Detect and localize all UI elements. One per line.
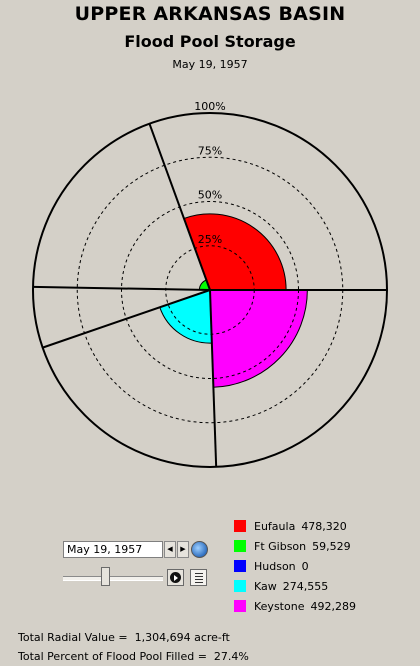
chart-date: May 19, 1957 <box>172 58 248 71</box>
legend-item-ft-gibson: Ft Gibson 59,529 <box>234 536 356 556</box>
legend-label: Keystone <box>254 599 305 613</box>
sector-divider <box>33 285 211 291</box>
ring-label-100-percent: 100% <box>194 100 225 113</box>
legend-label: Eufaula <box>254 519 296 533</box>
sector-divider <box>148 123 211 291</box>
legend-swatch <box>234 600 246 612</box>
legend: Eufaula 478,320 Ft Gibson 59,529 Hudson 0 Kaw 2… <box>234 516 356 616</box>
date-field[interactable]: May 19, 1957 <box>63 541 163 558</box>
ring-label-25-percent: 25% <box>198 233 222 246</box>
legend-item-kaw: Kaw 274,555 <box>234 576 356 596</box>
time-slider-track[interactable] <box>63 576 163 581</box>
legend-value: 59,529 <box>312 539 351 553</box>
chart-title: UPPER ARKANSAS BASIN <box>74 3 346 25</box>
play-button[interactable] <box>167 569 184 586</box>
total-radial-value: Total Radial Value = 1,304,694 acre-ft <box>18 631 230 644</box>
legend-swatch <box>234 580 246 592</box>
globe-icon[interactable] <box>191 541 208 558</box>
chart-subtitle: Flood Pool Storage <box>124 32 296 51</box>
legend-label: Ft Gibson <box>254 539 307 553</box>
next-date-button[interactable]: ▶ <box>177 541 189 558</box>
ring-label-75-percent: 75% <box>198 144 222 157</box>
ring-label-50-percent: 50% <box>198 189 222 202</box>
legend-label: Hudson <box>254 559 296 573</box>
legend-swatch <box>234 520 246 532</box>
legend-item-eufaula: Eufaula 478,320 <box>234 516 356 536</box>
legend-item-hudson: Hudson 0 <box>234 556 356 576</box>
totals: Total Radial Value = 1,304,694 acre-ft T… <box>18 628 249 666</box>
polar-chart: 25% 50% 75% 100% <box>32 100 388 468</box>
total-percent-filled: Total Percent of Flood Pool Filled = 27.… <box>18 650 249 663</box>
sector-divider <box>42 289 211 349</box>
legend-value: 0 <box>301 559 309 573</box>
legend-value: 478,320 <box>301 519 347 533</box>
report-button[interactable] <box>190 569 207 586</box>
legend-value: 274,555 <box>282 579 329 593</box>
sector-eufaula[interactable] <box>183 213 287 291</box>
previous-date-button[interactable]: ◀ <box>164 541 176 558</box>
sector-divider <box>209 289 218 467</box>
legend-label: Kaw <box>254 579 277 593</box>
sector-keystone[interactable] <box>209 289 308 388</box>
time-slider-thumb[interactable] <box>101 567 111 586</box>
legend-swatch <box>234 560 246 572</box>
legend-item-keystone: Keystone 492,289 <box>234 596 356 616</box>
legend-value: 492,289 <box>310 599 356 613</box>
legend-swatch <box>234 540 246 552</box>
